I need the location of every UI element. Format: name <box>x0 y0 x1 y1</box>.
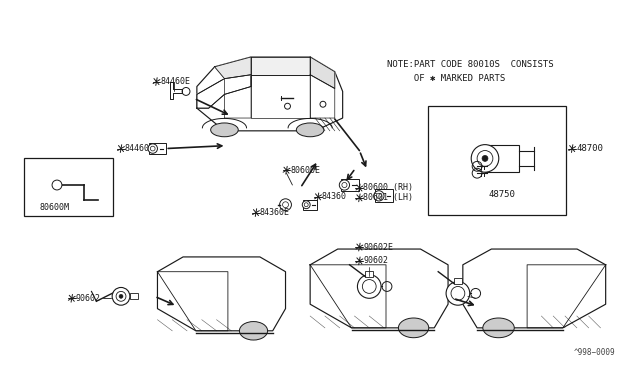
Text: 80600M: 80600M <box>39 203 69 212</box>
Text: 48700: 48700 <box>576 144 603 153</box>
Circle shape <box>52 180 62 190</box>
Text: NOTE:PART CODE 80010S  CONSISTS: NOTE:PART CODE 80010S CONSISTS <box>387 60 554 69</box>
Ellipse shape <box>296 123 324 137</box>
Text: 90602: 90602 <box>76 294 100 303</box>
Ellipse shape <box>399 318 429 338</box>
Bar <box>130 294 138 299</box>
Circle shape <box>119 294 123 298</box>
Circle shape <box>357 275 381 298</box>
Text: 48750: 48750 <box>489 190 516 199</box>
Text: ^998−0009: ^998−0009 <box>574 349 616 357</box>
Circle shape <box>446 282 470 305</box>
Circle shape <box>280 199 291 211</box>
Circle shape <box>302 201 310 209</box>
Text: OF ✱ MARKED PARTS: OF ✱ MARKED PARTS <box>387 74 505 83</box>
Circle shape <box>482 155 488 161</box>
Text: 84460: 84460 <box>125 144 150 153</box>
Text: 84360: 84360 <box>322 192 347 201</box>
Bar <box>428 106 566 215</box>
Bar <box>375 189 393 202</box>
Bar <box>303 200 317 210</box>
Circle shape <box>112 288 130 305</box>
Text: 84360E: 84360E <box>260 208 290 217</box>
Polygon shape <box>310 57 335 89</box>
Polygon shape <box>214 57 251 78</box>
Ellipse shape <box>483 318 515 338</box>
Text: 84460E: 84460E <box>161 77 191 86</box>
Bar <box>149 142 166 154</box>
Bar <box>24 158 113 215</box>
Bar <box>340 179 358 192</box>
Polygon shape <box>170 81 182 99</box>
Bar <box>365 271 373 277</box>
Text: 80600E: 80600E <box>291 166 321 175</box>
Polygon shape <box>197 57 342 131</box>
Circle shape <box>471 145 499 172</box>
Polygon shape <box>463 249 605 328</box>
Circle shape <box>339 180 349 190</box>
Ellipse shape <box>211 123 238 137</box>
Text: 90602: 90602 <box>364 256 388 265</box>
Bar <box>454 278 462 283</box>
Text: 80600 (RH): 80600 (RH) <box>364 183 413 192</box>
Circle shape <box>374 191 384 201</box>
Text: 90602E: 90602E <box>364 243 394 251</box>
Ellipse shape <box>239 321 268 340</box>
Polygon shape <box>310 249 448 328</box>
Polygon shape <box>251 57 310 75</box>
Circle shape <box>148 144 157 153</box>
Polygon shape <box>157 257 285 331</box>
Bar <box>485 145 520 172</box>
Polygon shape <box>197 75 251 108</box>
Text: 80601 (LH): 80601 (LH) <box>364 193 413 202</box>
